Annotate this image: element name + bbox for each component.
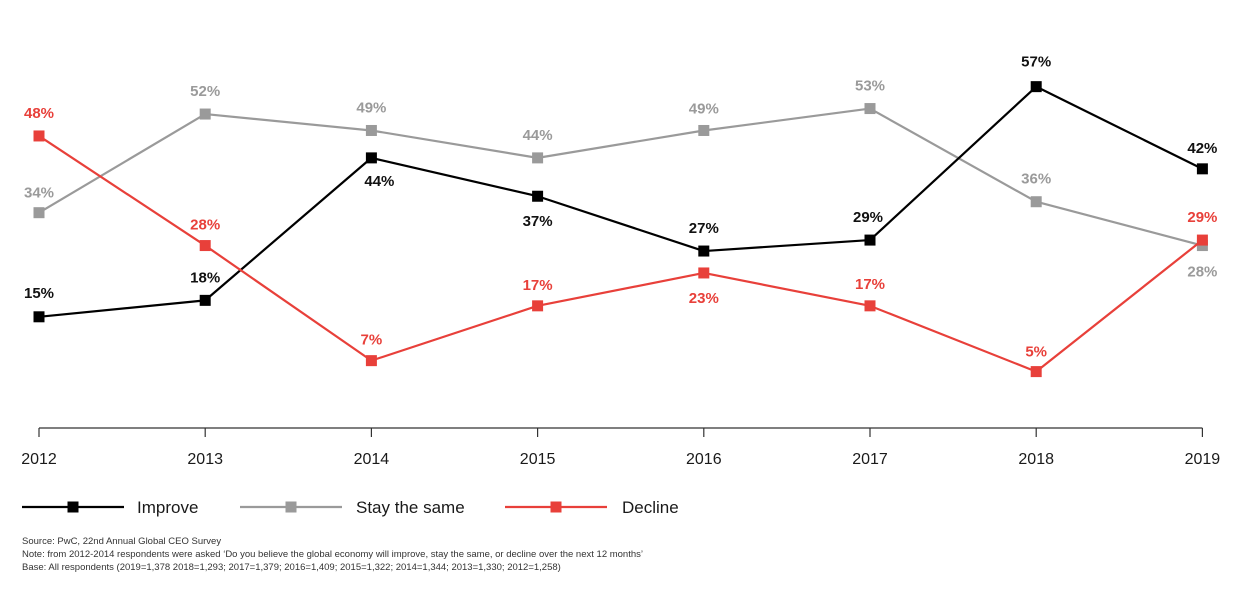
x-tick-label: 2013	[187, 451, 223, 468]
data-label: 5%	[1025, 344, 1047, 361]
data-point-marker	[864, 234, 876, 246]
chart-notes: Source: PwC, 22nd Annual Global CEO Surv…	[22, 535, 643, 574]
data-labels: 34% 52% 49% 44% 49% 53% 36% 28% 15% 18% 44% 37% 27% 2…	[24, 54, 1217, 361]
data-point-marker	[698, 124, 710, 136]
legend: Improve Stay the same Decline	[22, 498, 679, 517]
source-note: Source: PwC, 22nd Annual Global CEO Surv…	[22, 536, 222, 547]
data-point-marker	[532, 152, 544, 164]
data-point-marker	[365, 124, 377, 136]
data-point-marker	[864, 103, 876, 115]
x-tick-label: 2012	[21, 451, 57, 468]
x-tick-label: 2016	[686, 451, 722, 468]
data-point-marker	[1030, 81, 1042, 93]
question-note: Note: from 2012-2014 respondents were as…	[22, 549, 644, 560]
x-axis: 2012 2013 2014 2015 2016 2017 2018 2019	[21, 427, 1221, 468]
data-label: 37%	[523, 213, 553, 230]
series-lines	[33, 81, 1208, 378]
data-label: 49%	[689, 100, 719, 117]
data-label: 17%	[523, 277, 553, 294]
data-point-marker	[199, 240, 211, 252]
legend-marker	[550, 501, 562, 513]
data-label: 17%	[855, 276, 885, 293]
line-chart: 2012 2013 2014 2015 2016 2017 2018 2019 34% 52% 4…	[21, 54, 1221, 517]
data-label: 49%	[356, 99, 386, 116]
data-point-marker	[199, 108, 211, 120]
series-line-stay-the-same	[38, 107, 1203, 247]
series-line-decline	[38, 135, 1204, 373]
legend-item-stay-the-same: Stay the same	[240, 498, 465, 517]
data-label: 28%	[1187, 264, 1217, 281]
data-label: 23%	[689, 290, 719, 307]
data-point-marker	[1196, 234, 1208, 246]
x-tick-label: 2019	[1185, 451, 1221, 468]
data-point-marker	[1196, 163, 1208, 175]
data-point-marker	[33, 207, 45, 219]
legend-marker	[67, 501, 79, 513]
data-label: 42%	[1187, 140, 1217, 157]
series-line-improve	[38, 85, 1203, 318]
x-tick-label: 2018	[1018, 451, 1054, 468]
data-point-marker	[365, 152, 377, 164]
data-label: 36%	[1021, 171, 1051, 188]
x-tick-label: 2015	[520, 451, 556, 468]
data-point-marker	[698, 245, 710, 257]
data-label: 29%	[1187, 209, 1217, 226]
legend-label: Stay the same	[356, 498, 465, 517]
data-point-marker	[532, 300, 544, 312]
data-label: 7%	[361, 332, 383, 349]
legend-label: Improve	[137, 498, 198, 517]
data-point-marker	[864, 300, 876, 312]
base-note: Base: All respondents (2019=1,378 2018=1…	[22, 562, 561, 573]
data-label: 44%	[523, 127, 553, 144]
data-point-marker	[365, 355, 377, 367]
data-point-marker	[33, 311, 45, 323]
data-point-marker	[199, 294, 211, 306]
legend-item-decline: Decline	[505, 498, 679, 517]
data-point-marker	[698, 267, 710, 279]
x-tick-label: 2017	[852, 451, 888, 468]
data-point-marker	[33, 130, 45, 142]
data-label: 29%	[853, 209, 883, 226]
legend-label: Decline	[622, 498, 679, 517]
data-label: 34%	[24, 185, 54, 202]
data-label: 57%	[1021, 54, 1051, 71]
data-label: 53%	[855, 78, 885, 95]
data-point-marker	[1030, 196, 1042, 208]
data-label: 15%	[24, 285, 54, 302]
data-label: 18%	[190, 269, 220, 286]
data-label: 48%	[24, 105, 54, 122]
data-label: 27%	[689, 220, 719, 237]
data-point-marker	[532, 190, 544, 202]
data-label: 44%	[364, 173, 394, 190]
x-tick-label: 2014	[354, 451, 390, 468]
data-label: 52%	[190, 83, 220, 100]
data-label: 28%	[190, 217, 220, 234]
legend-marker	[285, 501, 297, 513]
data-point-marker	[1030, 366, 1042, 378]
legend-item-improve: Improve	[22, 498, 198, 517]
